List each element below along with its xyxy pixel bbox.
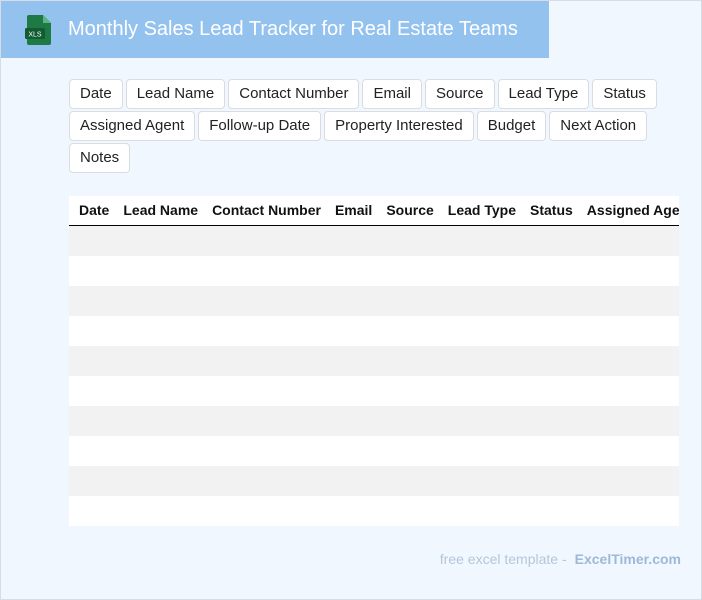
footer: free excel template - ExcelTimer.com (440, 551, 681, 567)
column-header: Date (79, 202, 110, 218)
tag-chip[interactable]: Date (69, 79, 123, 109)
column-header: Lead Name (123, 202, 199, 218)
table-row (69, 496, 679, 526)
tag-chip[interactable]: Assigned Agent (69, 111, 196, 141)
table: Date Lead Name Contact Number Email Source Le… (69, 196, 679, 526)
tag-chip[interactable]: Follow-up Date (198, 111, 322, 141)
tag-chip[interactable]: Property Interested (324, 111, 474, 141)
tag-chip[interactable]: Status (592, 79, 657, 109)
column-header: Assigned Agent (586, 202, 679, 218)
footer-brand[interactable]: ExcelTimer.com (574, 551, 681, 567)
column-header: Lead Type (447, 202, 516, 218)
tag-chip[interactable]: Notes (69, 143, 131, 173)
table-header: Date Lead Name Contact Number Email Source Le… (69, 196, 679, 226)
table-row (69, 286, 679, 316)
tag-chip[interactable]: Budget (476, 111, 547, 141)
column-header: Contact Number (212, 202, 321, 218)
tag-list: Date Lead Name Contact Number Email Source Le… (69, 79, 669, 173)
table-row (69, 376, 679, 406)
page-title: Monthly Sales Lead Tracker for Real Esta… (68, 18, 518, 40)
tag-chip[interactable]: Source (424, 79, 495, 109)
tag-chip[interactable]: Contact Number (228, 79, 360, 109)
tag-chip[interactable]: Lead Name (125, 79, 226, 109)
header-banner: XLS Monthly Sales Lead Tracker for Real … (1, 1, 549, 58)
table-row (69, 436, 679, 466)
table-row (69, 316, 679, 346)
table-row (69, 406, 679, 436)
table-row (69, 466, 679, 496)
column-header: Email (334, 202, 373, 218)
tag-chip[interactable]: Email (362, 79, 422, 109)
column-header: Source (386, 202, 434, 218)
table-row (69, 226, 679, 256)
column-header: Status (530, 202, 573, 218)
table-body (69, 226, 679, 526)
table-row (69, 346, 679, 376)
file-icon: XLS (25, 15, 51, 45)
tag-chip[interactable]: Next Action (549, 111, 648, 141)
icon-label: XLS (28, 32, 42, 39)
tag-chip[interactable]: Lead Type (497, 79, 590, 109)
table-row (69, 256, 679, 286)
footer-text: free excel template - (439, 551, 567, 567)
